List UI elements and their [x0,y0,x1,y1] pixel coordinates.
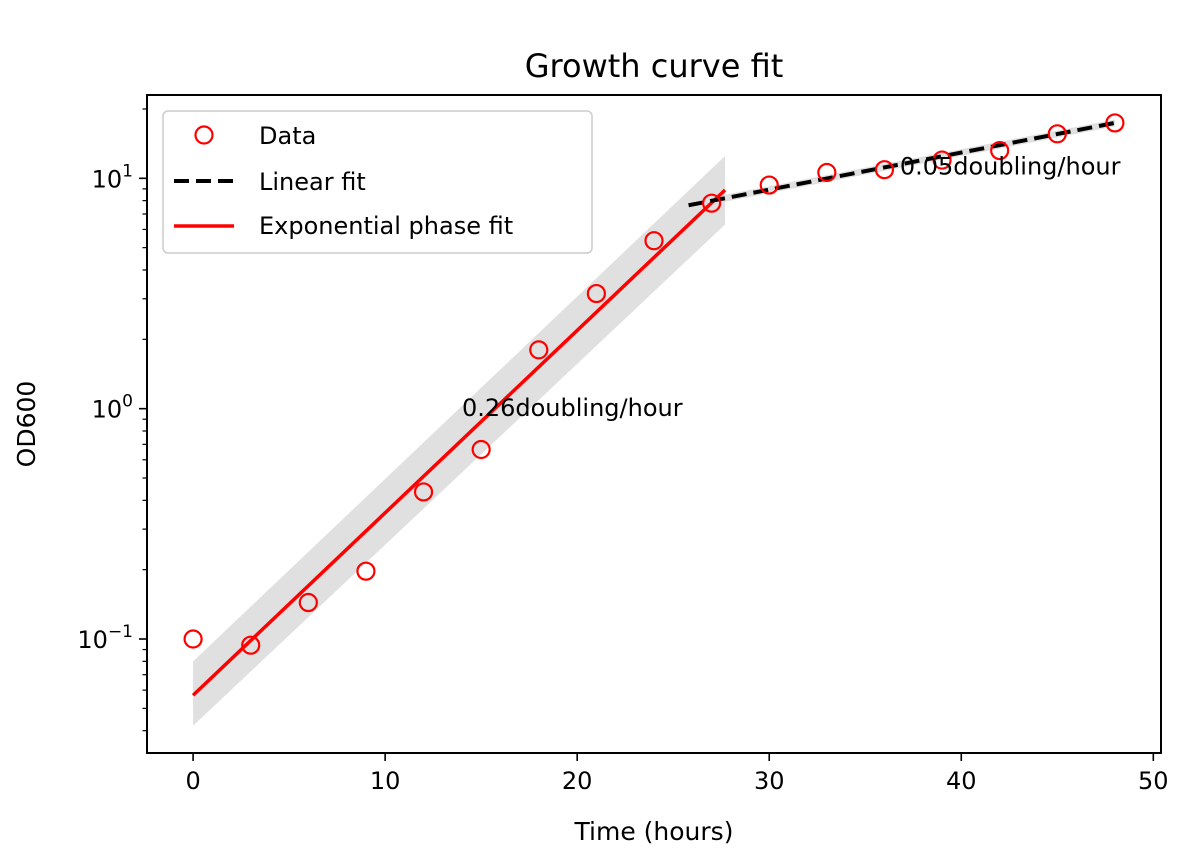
legend-marker-data [194,125,214,145]
data-point [529,340,549,360]
x-axis-label: Time (hours) [574,817,734,846]
x-tick-label: 10 [370,767,401,795]
legend-label-linear: Linear fit [259,168,366,196]
data-point [183,629,203,649]
y-axis-label: OD600 [12,381,41,468]
y-tick-label: 10−1 [77,622,133,654]
data-point [874,160,895,180]
legend-label-data: Data [259,122,316,150]
x-tick-label: 0 [185,767,200,795]
fit-annotation: 0.05doubling/hour [900,152,1121,180]
data-point [990,140,1010,161]
legend-box [162,110,593,254]
plot-area [183,113,1125,726]
y-tick-exponent: 1 [122,161,133,181]
y-tick-label: 101 [92,161,133,193]
linear-fit-line [688,120,1116,208]
data-point [759,175,779,195]
y-tick-base: 10 [92,165,123,193]
x-tick-label: 40 [946,767,977,795]
y-tick-base: 10 [92,396,123,424]
y-tick-label: 100 [92,392,133,424]
data-point [471,439,491,460]
chart-title: Growth curve fit [525,47,784,85]
data-point [1105,113,1125,133]
data-point [356,561,376,581]
exponential-fit-line [191,188,727,697]
legend: Data Linear fit Exponential phase fit [162,110,593,254]
annotations: 0.26doubling/hour 0.05doubling/hour [462,152,1121,422]
data-point [241,635,261,655]
x-tick-label: 50 [1138,767,1169,795]
data-point [586,283,606,304]
data-point [644,231,664,251]
data-point [298,592,318,613]
legend-label-exponential: Exponential phase fit [259,212,513,240]
x-tick-label: 20 [562,767,593,795]
data-point [702,193,722,213]
data-point [413,482,434,502]
y-tick-base: 10 [77,626,108,654]
data-point [1047,124,1067,144]
y-tick-exponent: −1 [108,622,133,642]
data-point [932,150,952,170]
plot-frame [146,94,1162,754]
data-point [817,162,837,183]
x-axis: 0 10 20 30 40 50 [185,753,1169,795]
fit-annotation: 0.26doubling/hour [462,394,683,422]
x-tick-label: 30 [754,767,785,795]
y-tick-exponent: 0 [122,392,133,412]
linear-fit-band [688,119,1115,209]
